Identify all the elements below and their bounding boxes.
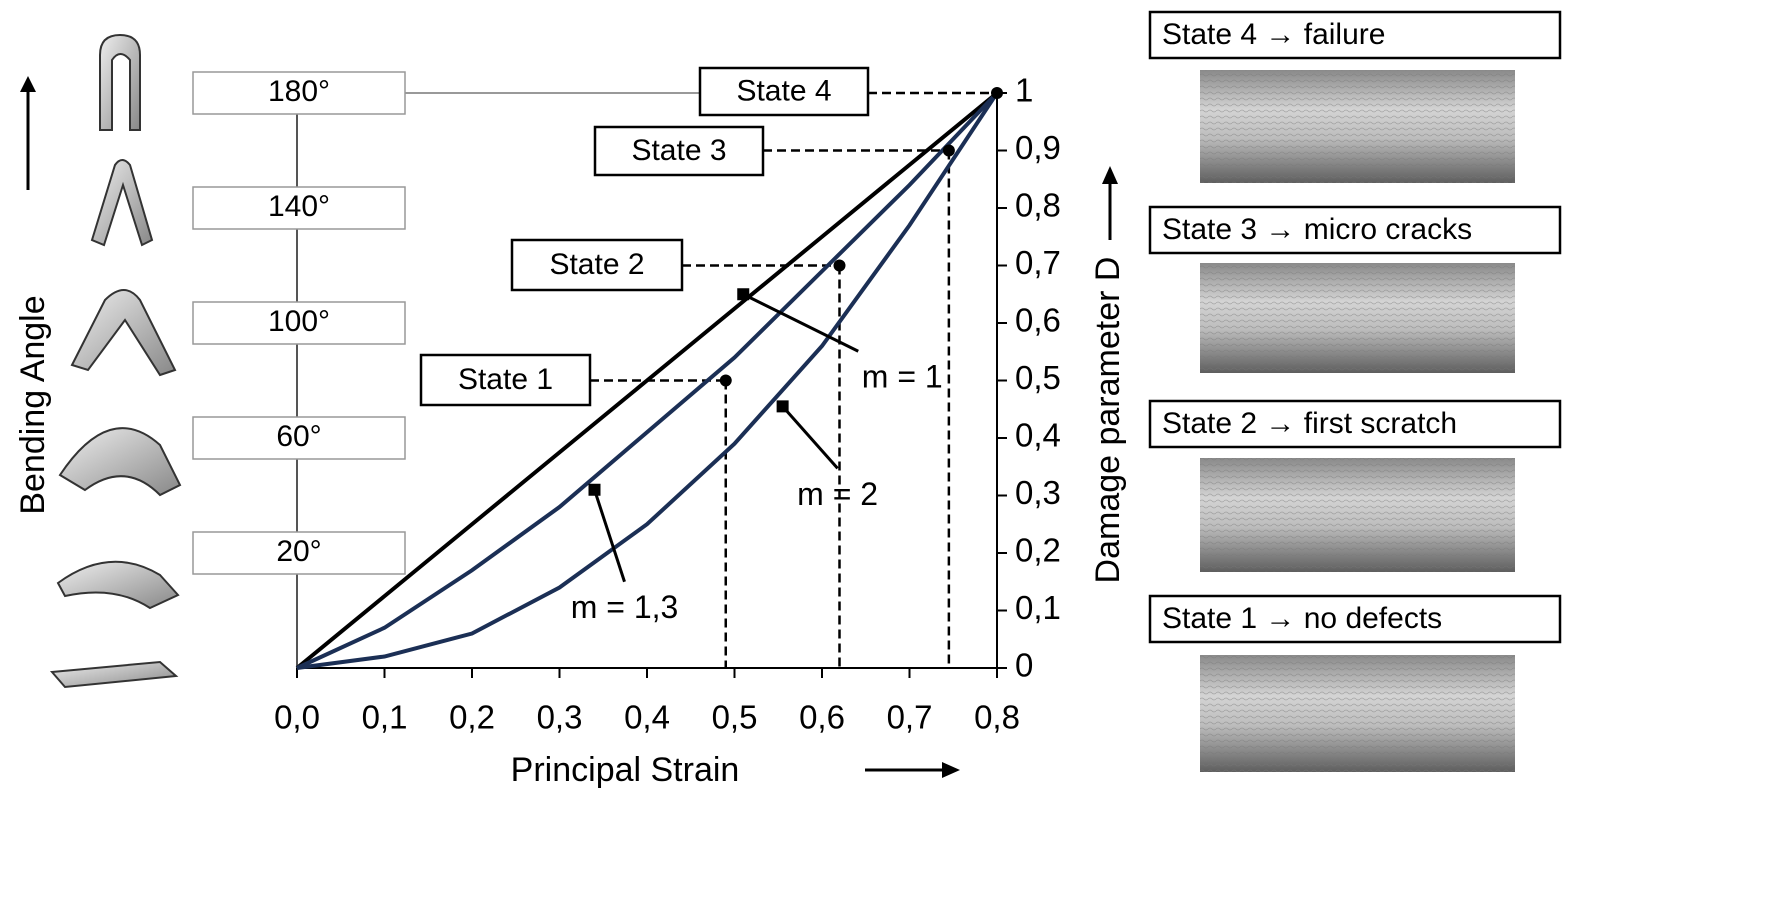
- x-tick-label: 0,8: [974, 699, 1020, 736]
- x-tick-label: 0,6: [799, 699, 845, 736]
- y-tick-label: 0,2: [1015, 532, 1061, 569]
- series-line: [295, 91, 999, 670]
- angle-box: [192, 301, 406, 345]
- x-tick-label: 0,5: [712, 699, 758, 736]
- panel-caption: State 2 → first scratch: [1162, 407, 1457, 440]
- angle-label: 20°: [276, 535, 321, 568]
- x-tick-label: 0,0: [274, 699, 320, 736]
- panel-caption-box: [1148, 10, 1562, 60]
- angle-label: 140°: [268, 190, 330, 223]
- left-axis-label: Bending Angle: [14, 295, 52, 514]
- state-point: [719, 374, 732, 387]
- series-marker: [588, 483, 601, 496]
- angle-box: [192, 71, 406, 115]
- state-point: [942, 144, 955, 157]
- series-label: m = 2: [797, 476, 878, 512]
- state-box: [698, 66, 870, 117]
- series-label: m = 1,3: [571, 589, 679, 625]
- surface-texture: [1200, 655, 1515, 772]
- state-box: [510, 238, 684, 292]
- state-point: [991, 87, 1003, 99]
- series-marker: [737, 288, 750, 301]
- y-axis-label: Damage parameter D: [1089, 257, 1127, 584]
- state-label: State 3: [631, 134, 726, 167]
- right-arrow-head: [942, 762, 960, 778]
- y-tick-label: 1: [1015, 72, 1033, 109]
- angle-label: 180°: [268, 75, 330, 108]
- state-box: [593, 125, 765, 177]
- angle-box: [192, 416, 406, 460]
- x-axis-label: Principal Strain: [511, 751, 740, 789]
- y-tick-label: 0,7: [1015, 244, 1061, 281]
- series-leader: [781, 405, 839, 470]
- x-tick-label: 0,1: [362, 699, 408, 736]
- surface-texture: [1200, 458, 1515, 572]
- x-tick-label: 0,2: [449, 699, 495, 736]
- y-tick-label: 0,3: [1015, 474, 1061, 511]
- series-label: m = 1: [862, 359, 943, 395]
- series-line: [296, 91, 999, 670]
- series-leader: [593, 489, 626, 583]
- x-tick-label: 0,3: [537, 699, 583, 736]
- panel-caption-box: [1148, 205, 1562, 255]
- angle-box: [192, 531, 406, 575]
- panel-caption-box: [1148, 399, 1562, 449]
- y-tick-label: 0,6: [1015, 302, 1061, 339]
- y-tick-label: 0,5: [1015, 359, 1061, 396]
- x-tick-label: 0,4: [624, 699, 670, 736]
- panel-caption: State 1 → no defects: [1162, 602, 1442, 635]
- state-label: State 2: [549, 248, 644, 281]
- y-tick-label: 0,4: [1015, 417, 1061, 454]
- series-leader: [742, 292, 859, 353]
- up-arrow-head: [20, 76, 36, 92]
- y-tick-label: 0,9: [1015, 129, 1061, 166]
- panel-caption: State 3 → micro cracks: [1162, 213, 1472, 246]
- state-box: [419, 353, 592, 407]
- y-tick-label: 0,8: [1015, 187, 1061, 224]
- angle-label: 60°: [276, 420, 321, 453]
- surface-texture: [1200, 70, 1515, 183]
- state-label: State 1: [458, 363, 553, 396]
- angle-label: 100°: [268, 305, 330, 338]
- angle-box: [192, 186, 406, 230]
- x-tick-label: 0,7: [887, 699, 933, 736]
- up-arrow-head: [1102, 166, 1118, 184]
- panel-caption-box: [1148, 594, 1562, 644]
- specimen-shapes: [49, 33, 182, 689]
- y-tick-label: 0,1: [1015, 589, 1061, 626]
- panel-caption: State 4 → failure: [1162, 18, 1385, 51]
- state-point: [833, 259, 846, 272]
- series-line: [296, 91, 999, 670]
- series-marker: [776, 400, 789, 413]
- surface-texture: [1200, 263, 1515, 373]
- y-tick-label: 0: [1015, 647, 1033, 684]
- state-label: State 4: [736, 74, 831, 107]
